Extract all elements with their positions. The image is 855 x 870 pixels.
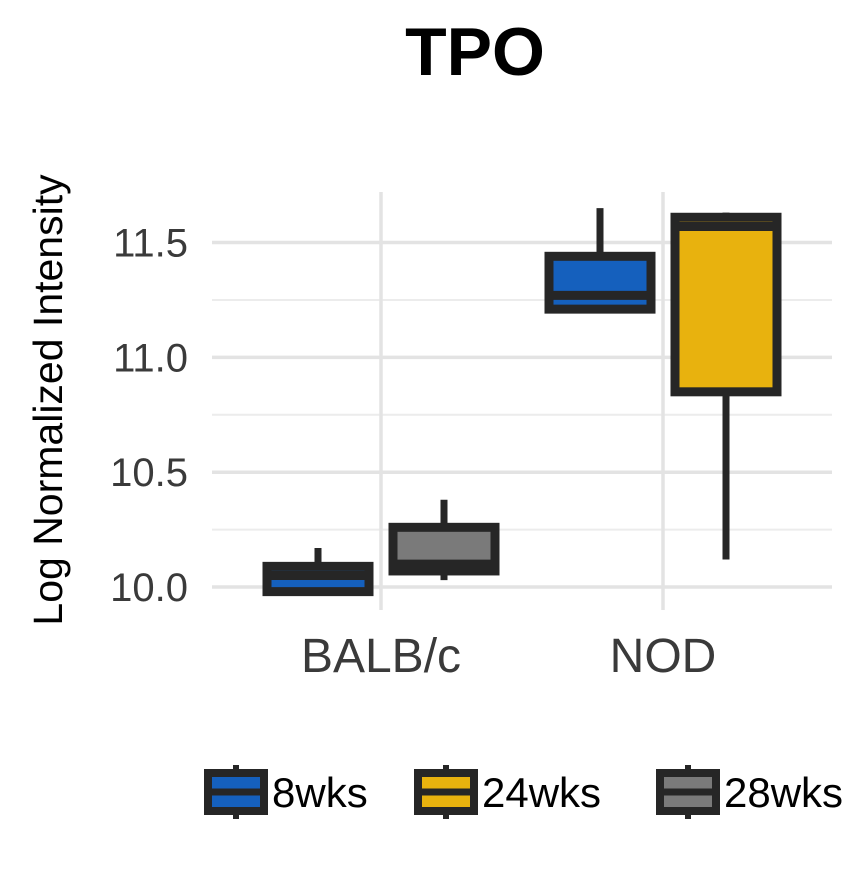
legend: 8wks 24wks 28wks — [204, 765, 843, 819]
y-axis-title: Log Normalized Intensity — [25, 174, 71, 626]
x-tick-label: BALB/c — [301, 630, 461, 683]
x-tick-labels: BALB/c NOD — [301, 630, 716, 683]
y-tick-label: 11.5 — [113, 222, 188, 266]
box — [544, 251, 656, 314]
box-plot-series — [262, 208, 782, 597]
legend-item-28wks: 28wks — [656, 765, 843, 819]
legend-label: 24wks — [482, 769, 601, 816]
box-24wks-NOD — [670, 212, 782, 560]
box-8wks-NOD — [544, 208, 656, 314]
legend-label: 28wks — [724, 769, 843, 816]
legend-label: 8wks — [272, 769, 368, 816]
y-tick-label: 10.5 — [110, 451, 188, 495]
chart-title: TPO — [405, 14, 545, 90]
legend-item-24wks: 24wks — [414, 765, 601, 819]
legend-item-8wks: 8wks — [204, 765, 368, 819]
x-tick-label: NOD — [610, 630, 717, 683]
y-tick-label: 11.0 — [113, 336, 188, 380]
y-tick-label: 10.0 — [110, 566, 188, 610]
y-tick-labels: 10.0 10.5 11.0 11.5 — [110, 222, 188, 611]
box — [670, 212, 782, 397]
box-28wks-BALBc — [388, 499, 500, 581]
box-8wks-BALBc — [262, 547, 374, 597]
